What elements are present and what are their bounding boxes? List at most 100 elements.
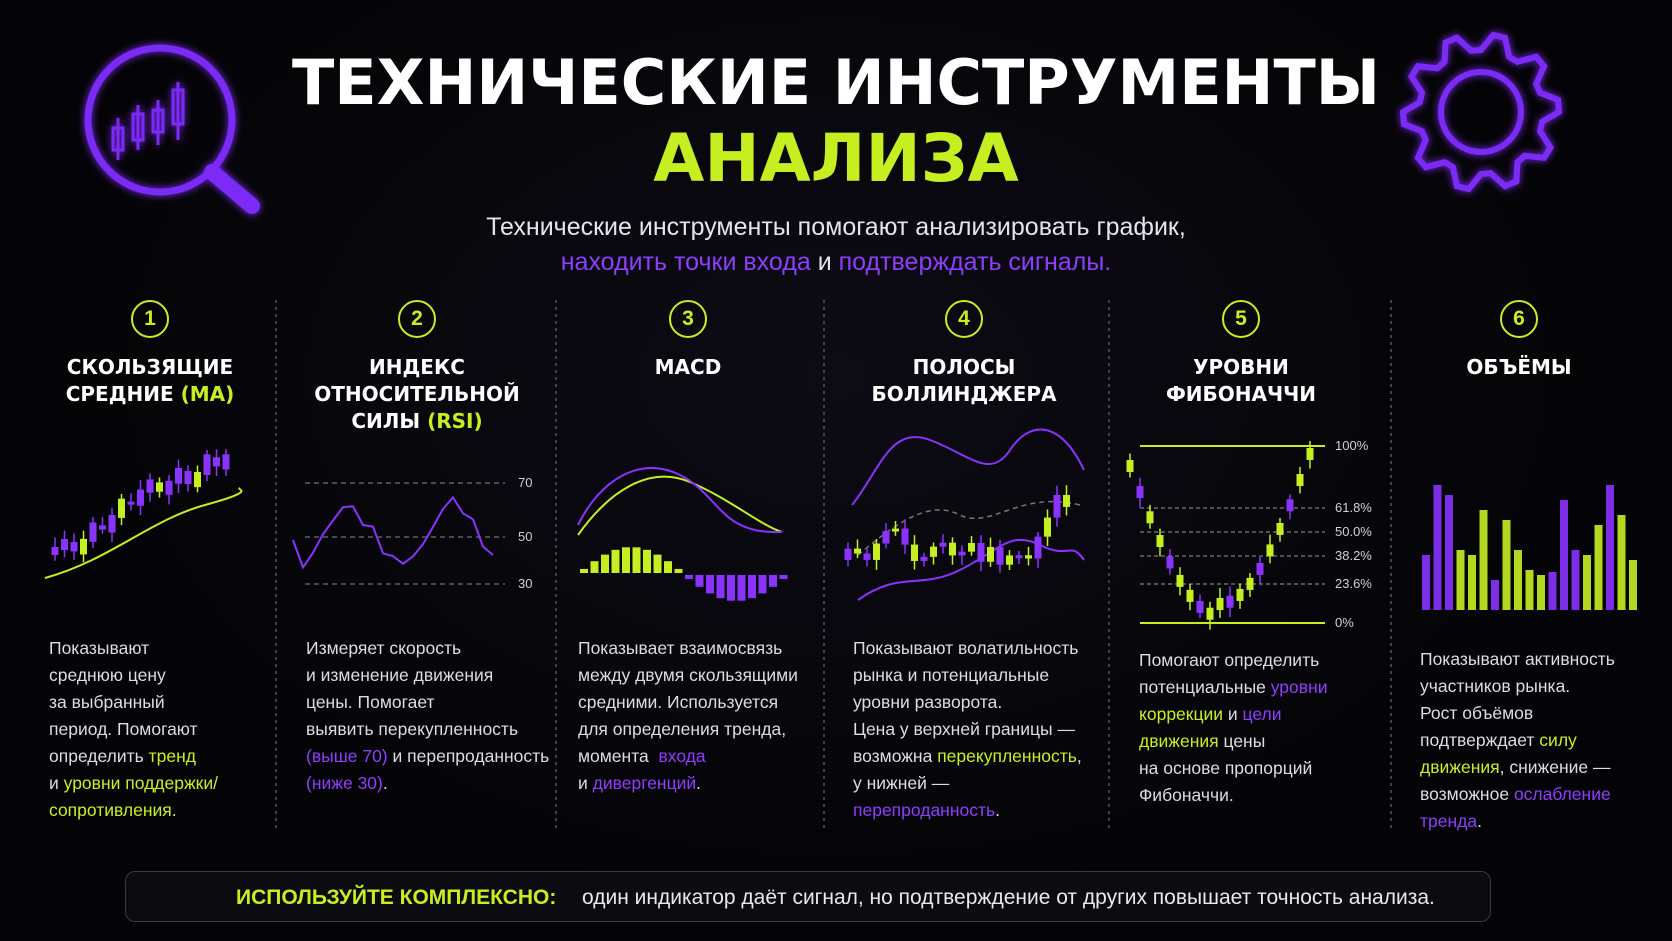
text-run: подтверждает bbox=[1420, 730, 1540, 750]
level-label: 50.0% bbox=[1335, 524, 1372, 539]
text-line: уровни разворота. bbox=[853, 689, 1082, 716]
text-line: цены. Помогает bbox=[306, 689, 549, 716]
magnifier-icon bbox=[84, 44, 260, 214]
text-run: , снижение — bbox=[1499, 757, 1611, 777]
candle-body bbox=[892, 528, 899, 532]
candle-body bbox=[968, 542, 975, 552]
text-run: Рост объёмов bbox=[1420, 703, 1534, 723]
volume-bar bbox=[1479, 510, 1488, 610]
level-label: 0% bbox=[1335, 615, 1354, 630]
text-line: для определения тренда, bbox=[578, 716, 798, 743]
text-line: возможна перекупленность, bbox=[853, 743, 1082, 770]
text-line: (ниже 30). bbox=[306, 770, 549, 797]
candle-body bbox=[61, 539, 68, 550]
text-run: между двумя скользящими bbox=[578, 665, 798, 685]
text-line: Цена у верхней границы — bbox=[853, 716, 1082, 743]
column-description: Измеряет скорость и изменение движения цен… bbox=[306, 635, 549, 797]
highlight-run: силу bbox=[1539, 730, 1577, 750]
text-line: сопротивления. bbox=[49, 797, 218, 824]
text-run: уровни разворота. bbox=[853, 692, 1003, 712]
candle-body bbox=[1015, 555, 1023, 559]
volume-bar bbox=[1617, 515, 1626, 610]
step-number: 4 bbox=[945, 300, 983, 338]
candle-body bbox=[1286, 499, 1294, 512]
column-heading: ИНДЕКС ОТНОСИТЕЛЬНОЙ СИЛЫ (RSI) bbox=[287, 354, 547, 435]
text-run: Показывают активность bbox=[1420, 649, 1615, 669]
highlight-run: ослабление bbox=[1513, 784, 1611, 804]
volume-bar bbox=[1502, 520, 1511, 610]
macd-bar bbox=[611, 549, 620, 573]
step-number: 5 bbox=[1222, 300, 1260, 338]
text-run: УРОВНИ bbox=[1193, 355, 1289, 379]
macd-bar bbox=[727, 575, 735, 601]
volume-bar bbox=[1571, 550, 1580, 610]
text-run: ИНДЕКС bbox=[369, 355, 465, 379]
highlight-run: перепроданность bbox=[853, 800, 996, 820]
text-run: Показывают bbox=[49, 638, 150, 658]
level-label: 30 bbox=[518, 576, 533, 591]
text-line: возможное ослабление bbox=[1420, 781, 1615, 808]
text-line: Фибоначчи. bbox=[1139, 782, 1328, 809]
text-run: Помогают определить bbox=[1139, 650, 1320, 670]
text-run: Измеряет скорость bbox=[306, 638, 462, 658]
text-run: MACD bbox=[654, 355, 722, 379]
text-line: определить тренд bbox=[49, 743, 218, 770]
candle-body bbox=[1053, 494, 1061, 518]
macd-bar bbox=[601, 554, 609, 573]
macd-bar bbox=[674, 568, 683, 573]
candle-body bbox=[184, 470, 192, 485]
gear-icon bbox=[1399, 31, 1563, 193]
macd-line bbox=[577, 467, 783, 534]
text-line: Технические инструменты помогают анализи… bbox=[0, 210, 1672, 245]
candle-body bbox=[987, 546, 994, 562]
candle-body bbox=[1306, 448, 1314, 460]
candle-body bbox=[165, 480, 173, 495]
text-run: цены. Помогает bbox=[306, 692, 435, 712]
column-heading: УРОВНИ ФИБОНАЧЧИ bbox=[1111, 354, 1371, 408]
text-line: движения цены bbox=[1139, 728, 1328, 755]
step-number: 6 bbox=[1500, 300, 1538, 338]
level-label: 50 bbox=[518, 529, 533, 544]
step-number: 3 bbox=[669, 300, 707, 338]
text-line: и дивергенций. bbox=[578, 770, 798, 797]
text-line: перепроданность. bbox=[853, 797, 1082, 824]
text-line: среднюю цену bbox=[49, 662, 218, 689]
text-run: Технические инструменты помогают анализи… bbox=[486, 213, 1186, 241]
candle-body bbox=[1226, 595, 1234, 608]
candle-body bbox=[1176, 574, 1184, 587]
highlight-run: тренда bbox=[1420, 811, 1478, 831]
text-run: выявить перекупленность bbox=[306, 719, 519, 739]
candle-body bbox=[146, 479, 154, 493]
highlight-run: (выше 70) bbox=[306, 746, 388, 766]
text-run: . bbox=[382, 773, 388, 793]
title-accent: АНАЛИЗА bbox=[653, 120, 1019, 197]
candle-body bbox=[1166, 556, 1174, 569]
text-line: Показывает взаимосвязь bbox=[578, 635, 798, 662]
text-run: и bbox=[810, 248, 839, 276]
text-run: . bbox=[696, 773, 702, 793]
candle-body bbox=[1266, 544, 1274, 557]
candle-body bbox=[1156, 535, 1164, 547]
column-description: Показывают активность участников рынка. Ро… bbox=[1420, 646, 1615, 835]
column-heading: ОБЪЁМЫ bbox=[1389, 354, 1649, 381]
candle-body bbox=[911, 544, 918, 561]
text-line: за выбранный bbox=[49, 689, 218, 716]
candle-body bbox=[949, 542, 956, 556]
text-line: у нижней — bbox=[853, 770, 1082, 797]
text-run: Фибоначчи. bbox=[1139, 785, 1234, 805]
text-line: подтверждает силу bbox=[1420, 727, 1615, 754]
candle-body bbox=[977, 542, 985, 562]
text-run: среднюю цену bbox=[49, 665, 166, 685]
column-description: Помогают определить потенциальные уровни к… bbox=[1139, 647, 1328, 809]
column-description: Показывает взаимосвязь между двумя скольз… bbox=[578, 635, 798, 797]
candle-body bbox=[1044, 517, 1051, 537]
text-run: БОЛЛИНДЖЕРА bbox=[871, 382, 1057, 406]
candle-body bbox=[51, 546, 59, 555]
text-line: рынка и потенциальные bbox=[853, 662, 1082, 689]
macd-bar bbox=[664, 561, 672, 573]
text-line: и изменение движения bbox=[306, 662, 549, 689]
text-line: между двумя скользящими bbox=[578, 662, 798, 689]
level-label: 70 bbox=[518, 475, 533, 490]
